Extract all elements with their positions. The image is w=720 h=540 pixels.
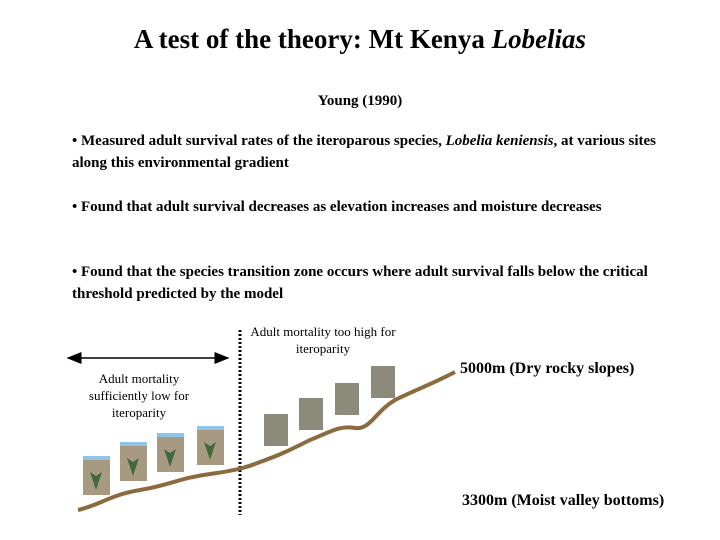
plant-photos xyxy=(83,366,395,495)
title-text: A test of the theory: Mt Kenya xyxy=(133,24,485,54)
citation: Young (1990) xyxy=(317,93,403,109)
slope xyxy=(77,370,456,512)
title-italic: Lobelias xyxy=(491,24,587,54)
high-mortality-label: Adult mortality too high for iteroparity xyxy=(250,324,396,356)
slide-title: A test of the theory: Mt Kenya Lobelias xyxy=(0,24,720,55)
photo xyxy=(264,414,288,446)
photo xyxy=(371,366,395,398)
photo xyxy=(299,398,323,430)
bullet: • Measured adult survival rates of the i… xyxy=(72,130,672,174)
bullet: • Found that adult survival decreases as… xyxy=(72,199,602,215)
top-elevation-label: 5000m (Dry rocky slopes) xyxy=(460,360,635,377)
bullet-text: • Measured adult survival rates of the i… xyxy=(72,133,442,149)
low-mortality-label: Adult mortality sufficiently low for ite… xyxy=(88,371,190,420)
photo-sky xyxy=(83,456,110,460)
photo xyxy=(335,383,359,415)
species-name: Lobelia keniensis xyxy=(445,133,554,149)
bottom-elevation-label: 3300m (Moist valley bottoms) xyxy=(462,492,665,509)
bullet-text: , at various sites along this environmen… xyxy=(72,133,656,171)
photo-sky xyxy=(197,426,224,430)
photo-sky xyxy=(157,433,184,437)
bullet: • Found that the species transition zone… xyxy=(72,264,648,302)
photo-sky xyxy=(120,442,147,446)
